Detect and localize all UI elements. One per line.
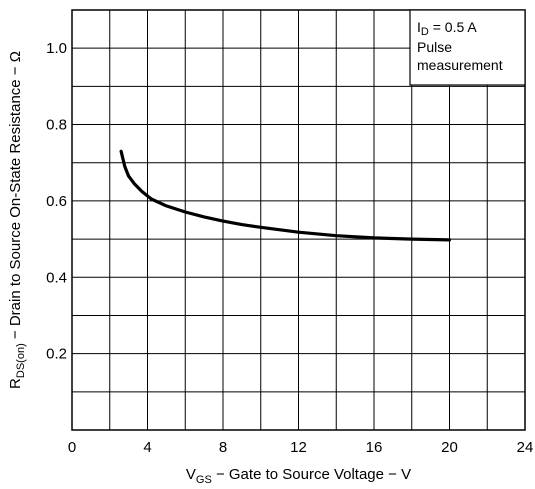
annotation-box: ID = 0.5 A Pulse measurement (409, 9, 526, 86)
data-point (133, 182, 136, 185)
y-axis-label-prefix: R (7, 378, 24, 389)
y-axis-label-sub: DS(on) (15, 343, 27, 378)
data-point (127, 175, 130, 177)
annotation-box-frame (409, 9, 526, 86)
data-point (124, 165, 126, 168)
plot-frame (71, 9, 526, 431)
data-point (335, 234, 338, 237)
x-tick-label: 8 (219, 439, 227, 456)
annotation-id-value: = 0.5 A (429, 19, 478, 35)
data-point (120, 150, 122, 153)
y-tick-label: 0.8 (46, 117, 67, 134)
data-point (373, 237, 375, 239)
y-axis-label-text: − Drain to Source On-State Resistance − … (7, 51, 24, 343)
x-axis-label-text: − Gate to Source Voltage − V (212, 466, 411, 483)
data-point (141, 190, 143, 193)
y-tick-label: 0.6 (46, 193, 67, 210)
x-tick-label: 16 (366, 439, 383, 456)
data-point (184, 211, 187, 213)
x-tick-label: 4 (143, 439, 151, 456)
data-point (410, 238, 413, 240)
data-point (448, 239, 451, 241)
x-axis-label-sub: GS (196, 474, 212, 486)
annotation-measurement: measurement (417, 57, 503, 73)
annotation-id-prefix: I (417, 19, 421, 35)
data-point (165, 205, 168, 207)
annotation-id-line: ID = 0.5 A (417, 19, 477, 38)
x-tick-label: 24 (517, 439, 534, 456)
x-axis-label-prefix: V (186, 466, 196, 483)
data-point (297, 231, 300, 234)
y-tick-label: 0.4 (46, 269, 67, 286)
data-point (150, 198, 153, 200)
annotation-id-sub: D (421, 26, 429, 38)
data-point (241, 223, 243, 226)
tick-labels: 0 4 8 12 16 20 24 0.2 0.4 0.6 0.8 1.0 (46, 40, 533, 456)
series-lines (119, 149, 452, 242)
data-point (259, 226, 262, 229)
x-tick-label: 0 (68, 439, 76, 456)
data-point (222, 220, 224, 222)
x-tick-label: 12 (290, 439, 307, 456)
annotation-pulse: Pulse (417, 39, 452, 55)
x-axis-label: VGS − Gate to Source Voltage − V (186, 466, 411, 486)
data-point (203, 216, 205, 218)
y-tick-label: 1.0 (46, 40, 67, 57)
y-tick-label: 0.2 (46, 346, 67, 363)
x-tick-label: 20 (441, 439, 458, 456)
y-axis-label: RDS(on) − Drain to Source On-State Resis… (7, 51, 27, 389)
